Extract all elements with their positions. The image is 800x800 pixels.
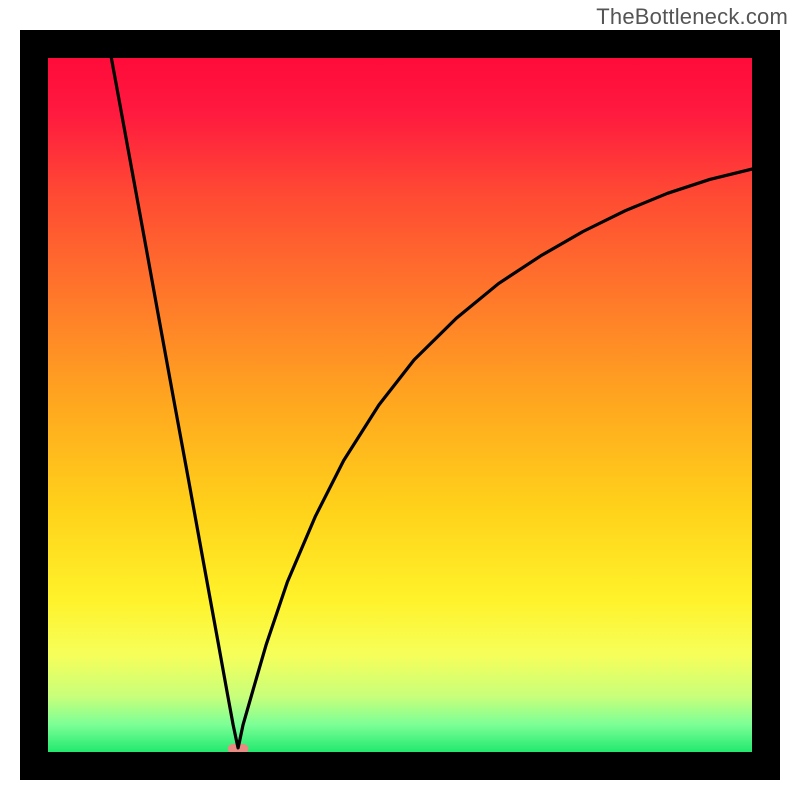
gradient-background xyxy=(48,58,752,752)
chart-frame: TheBottleneck.com xyxy=(0,0,800,800)
bottleneck-chart xyxy=(0,0,800,800)
watermark-label: TheBottleneck.com xyxy=(596,4,788,30)
